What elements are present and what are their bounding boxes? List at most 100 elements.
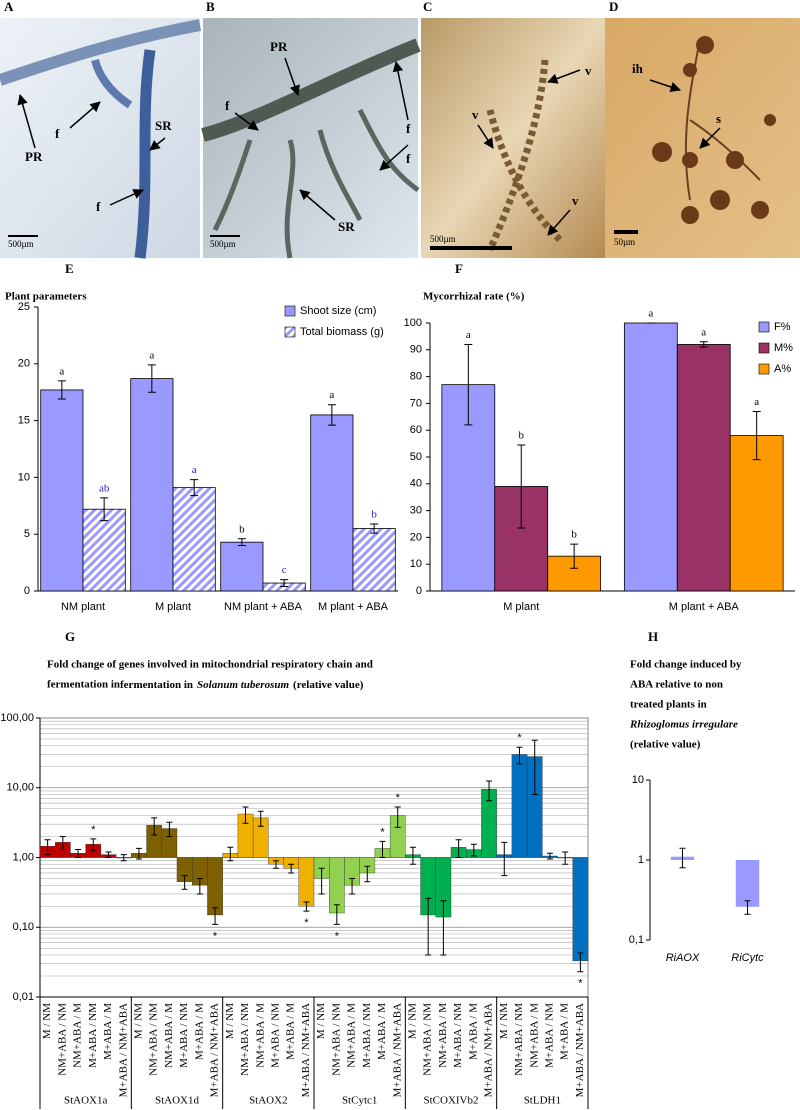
arrow — [699, 127, 721, 149]
error-bar — [327, 404, 336, 426]
panel-letter: G — [65, 629, 75, 644]
x-tick-label: NM+ABA / NM — [56, 1003, 68, 1076]
title-end: (relative value) — [630, 739, 701, 751]
error-bar — [105, 851, 112, 858]
error-bar — [409, 846, 416, 865]
error-bar — [44, 839, 51, 856]
hypha — [684, 39, 761, 201]
photo — [0, 18, 200, 258]
error-bar — [196, 877, 203, 895]
arrow — [284, 57, 300, 96]
y-tick-label: 10,00 — [6, 782, 34, 794]
error-bar — [577, 952, 584, 973]
bar — [352, 528, 396, 592]
significance-star: * — [304, 917, 309, 929]
title-line: Fold change of genes involved in mitocho… — [47, 659, 373, 671]
error-bar — [237, 538, 246, 547]
panel-letter: H — [648, 629, 658, 644]
y-tick-label: 100 — [404, 317, 422, 329]
x-tick-label: NM+ABA / M — [163, 1003, 175, 1068]
chart-title: Plant parameters — [5, 291, 87, 303]
error-bar — [517, 444, 526, 529]
x-tick-label: M+ABA / M — [467, 1003, 479, 1060]
photo-label: v — [572, 193, 579, 208]
photo-label: s — [716, 111, 721, 126]
x-tick-label: M+ABA / M — [102, 1003, 114, 1060]
arrow — [17, 93, 36, 149]
significance-letter: a — [59, 365, 64, 377]
legend-swatch — [758, 321, 770, 333]
x-tick-label: M+ABA / NM — [361, 1003, 373, 1068]
chart: G Fold change of genes involved in mitoch… — [0, 629, 589, 1109]
x-tick-label: M+ABA / NM+ABA — [209, 1003, 221, 1097]
root — [0, 19, 202, 86]
x-tick-label: NM+ABA / NM — [330, 1003, 342, 1076]
legend-label: Total biomass (g) — [300, 326, 384, 338]
y-tick-label: 20 — [18, 358, 30, 370]
group-label: StAOX2 — [249, 1095, 288, 1107]
x-tick-label: M plant — [503, 601, 539, 613]
y-tick-label: 60 — [410, 424, 422, 436]
error-bar — [370, 523, 379, 534]
error-bar — [516, 746, 523, 765]
photo-panel: A PR f SR f 500µm — [0, 0, 202, 259]
x-tick-label: M+ABA / NM+ABA — [117, 1003, 129, 1097]
error-bar — [394, 806, 401, 828]
y-tick-label: 0 — [24, 585, 30, 597]
photo-label: SR — [155, 118, 172, 133]
significance-star: * — [380, 826, 385, 838]
photo — [605, 18, 800, 258]
x-tick-label: M+ABA / NM — [269, 1003, 281, 1068]
error-bar — [242, 806, 249, 824]
x-tick-label: M+ABA / M — [559, 1003, 571, 1060]
y-tick-label: 30 — [410, 505, 422, 517]
title-line: treated plants in — [630, 699, 707, 711]
error-bar — [59, 836, 66, 851]
legend-label: M% — [774, 342, 793, 354]
y-tick-label: 15 — [18, 415, 30, 427]
error-bar — [333, 904, 340, 925]
x-tick-label: M plant — [155, 601, 191, 613]
y-tick-label: 0 — [416, 585, 422, 597]
error-bar — [166, 821, 173, 838]
x-tick-label: NM+ABA / NM — [422, 1003, 434, 1076]
group-label: StLDH1 — [524, 1095, 561, 1107]
y-tick-label: 1 — [638, 854, 644, 866]
chart-title: Fold change induced by ABA relative to no… — [629, 659, 742, 751]
error-bar — [135, 847, 142, 860]
photo-label: f — [96, 199, 101, 214]
legend-label: F% — [774, 321, 791, 333]
error-bar — [57, 380, 66, 400]
title-species: Rhizoglomus irregulare — [629, 719, 738, 731]
chart-title: Fold change of genes involved in mitocho… — [47, 659, 373, 691]
error-bar — [257, 810, 264, 827]
arrow — [379, 144, 409, 171]
x-tick-label: NM+ABA / NM — [239, 1003, 251, 1076]
error-bar — [90, 838, 97, 852]
x-tick-label: M+ABA / M — [285, 1003, 297, 1060]
legend: F% M% A% — [758, 321, 793, 375]
error-bar — [280, 579, 289, 587]
x-tick-label: M / NM — [41, 1003, 53, 1039]
error-bar — [318, 867, 325, 895]
error-bar — [752, 410, 761, 461]
x-tick-label: M+ABA / NM — [178, 1003, 190, 1068]
y-tick-label: 40 — [410, 478, 422, 490]
group-label: StAOX1d — [155, 1095, 200, 1107]
bar — [130, 378, 174, 592]
x-tick-label: M+ABA / NM+ABA — [483, 1003, 495, 1097]
error-bar — [440, 900, 447, 956]
arrow — [477, 124, 494, 149]
legend: Shoot size (cm) Total biomass (g) — [284, 305, 384, 338]
group-label: StCytc1 — [342, 1095, 377, 1107]
x-tick-label: M+ABA / NM+ABA — [300, 1003, 312, 1097]
significance-letter: b — [519, 429, 525, 441]
y-tick-label: 70 — [410, 397, 422, 409]
legend-swatch — [758, 363, 770, 375]
x-tick-label: NM+ABA / M — [72, 1003, 84, 1068]
y-tick-label: 0,1 — [629, 934, 644, 946]
y-tick-label: 80 — [410, 371, 422, 383]
significance-letter: a — [466, 329, 471, 341]
legend-label: A% — [774, 363, 791, 375]
photo — [421, 18, 605, 258]
